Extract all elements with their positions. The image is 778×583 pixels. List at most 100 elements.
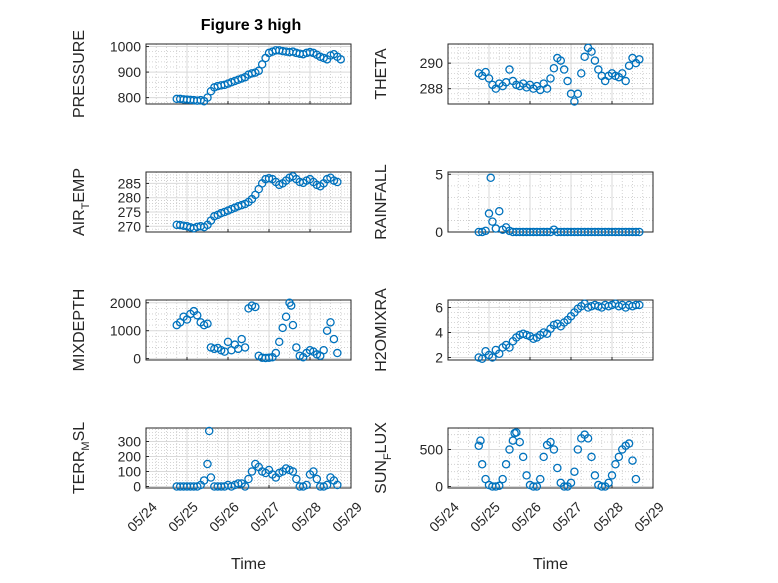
data-point [204,426,214,436]
y-axis-label: AIRTEMP [71,168,92,236]
data-point [549,445,559,454]
y-tick-label: 288 [420,81,444,97]
data-point [563,76,572,86]
data-point [549,64,559,73]
data-point [254,66,263,76]
y-tick-label: 270 [118,218,142,234]
data-point [532,482,542,491]
data-point [587,452,596,462]
data-point [247,467,257,476]
data-point [302,480,311,490]
data-point [577,69,586,78]
data-point [488,217,497,226]
data-point [240,482,250,491]
data-point [274,337,284,347]
y-tick-label: 1000 [110,39,141,55]
x-tick-label: 05/24 [426,499,462,535]
data-point [635,300,644,310]
data-point [522,471,531,480]
data-point [484,209,494,218]
axes-box [447,299,654,361]
data-point [559,65,569,74]
data-point [477,354,487,363]
data-point [621,76,630,86]
data-point [481,226,490,236]
subplot-sun_flux: 0 500 05/24 05/25 05/26 05/27 05/28 05/29 Time SU… [373,422,667,573]
data-point [631,300,641,310]
series-air_temp [172,172,342,233]
data-point [559,482,569,491]
x-tick-label: 05/24 [124,499,160,535]
x-tick-label: 05/27 [247,499,283,535]
y-axis-label-rest: SL [71,422,88,442]
data-point [271,348,281,358]
y-axis-label: H2OMIXRA [373,288,390,372]
y-tick-label: 290 [420,55,444,71]
data-point [251,302,260,312]
data-point [491,482,501,491]
y-axis-label-base: SUN [373,460,390,494]
y-tick-label: 300 [118,434,142,450]
y-axis-label: MIXDEPTH [71,289,88,372]
data-point [635,55,644,64]
data-point [546,74,555,83]
data-point [631,227,641,237]
data-point [278,323,287,333]
data-point [203,93,212,102]
x-tick-label: 05/27 [549,499,585,535]
data-point [237,334,246,344]
data-point [618,69,627,78]
y-axis-label: RAINFALL [373,164,390,240]
y-tick-label: 2000 [110,295,141,311]
data-point [206,473,216,482]
data-point [494,481,504,491]
data-point [580,52,589,62]
data-point [501,460,511,469]
data-point [505,343,514,352]
data-point [203,459,212,469]
x-tick-label: 05/29 [631,499,667,535]
data-point [590,471,600,480]
axes-box [447,427,654,489]
data-point [333,480,342,490]
data-point [336,55,345,64]
figure-title: Figure 3 high [201,17,301,34]
data-point [233,479,243,488]
y-axis-label-base: AIR [71,209,88,236]
data-point [326,318,335,327]
data-point [333,177,342,187]
y-tick-label: 280 [118,190,142,206]
data-point [240,343,250,352]
y-tick-label: 200 [118,449,142,465]
y-axis-label-subscript: F [382,453,394,460]
y-tick-label: 5 [435,166,443,182]
data-point [614,452,624,462]
y-axis-label-base: TERR [71,451,88,495]
data-point [203,319,212,328]
data-point [573,445,583,454]
subplot-rainfall: 0 5 RAINFALL [373,164,654,240]
x-tick-label: 05/26 [206,499,242,535]
data-point [312,474,322,484]
series-h2omixra [474,299,644,363]
data-point [573,89,583,99]
data-point [631,474,641,484]
data-point [505,65,514,74]
axes-box [145,171,352,233]
data-point [476,436,485,445]
data-point [529,482,538,491]
data-point [556,56,566,65]
data-point [292,343,301,352]
y-axis-label-rest: LUX [373,422,390,453]
data-point [281,312,291,321]
data-point [607,471,617,480]
data-point [223,337,233,347]
data-point [329,334,339,344]
data-point [199,476,209,485]
y-tick-label: 900 [118,64,142,80]
series-sun_flux [474,428,641,491]
data-point [286,301,296,310]
